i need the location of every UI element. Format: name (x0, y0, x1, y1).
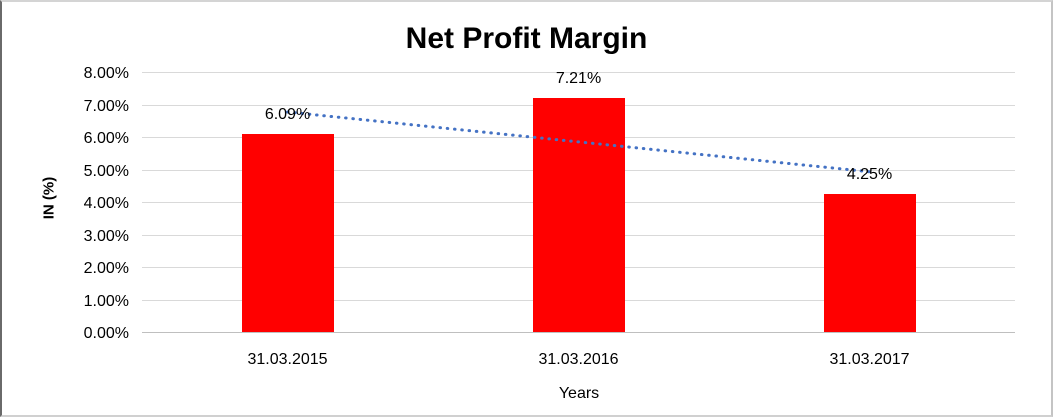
y-axis-tick-label: 4.00% (83, 195, 129, 212)
bar-31.03.2015 (242, 134, 334, 332)
gridline (142, 72, 1015, 73)
y-axis-tick-label: 2.00% (83, 260, 129, 277)
data-label: 6.09% (264, 106, 311, 123)
y-axis-tick-label: 1.00% (83, 293, 129, 310)
gridline (142, 332, 1015, 333)
x-axis-title: Years (558, 385, 600, 402)
y-axis-tick-label: 0.00% (83, 325, 129, 342)
y-axis-tick-label: 6.00% (83, 130, 129, 147)
data-label: 7.21% (555, 70, 602, 87)
bar-31.03.2016 (533, 98, 625, 332)
chart-title: Net Profit Margin (405, 22, 648, 55)
x-axis-category-label: 31.03.2016 (538, 351, 619, 368)
y-axis-tick-label: 7.00% (83, 98, 129, 115)
bar-31.03.2017 (824, 194, 916, 332)
y-axis-tick-label: 3.00% (83, 228, 129, 245)
x-axis-category-label: 31.03.2017 (829, 351, 910, 368)
y-axis-tick-label: 8.00% (83, 65, 129, 82)
y-axis-tick-label: 5.00% (83, 163, 129, 180)
x-axis-category-label: 31.03.2015 (247, 351, 328, 368)
data-label: 4.25% (846, 166, 893, 183)
